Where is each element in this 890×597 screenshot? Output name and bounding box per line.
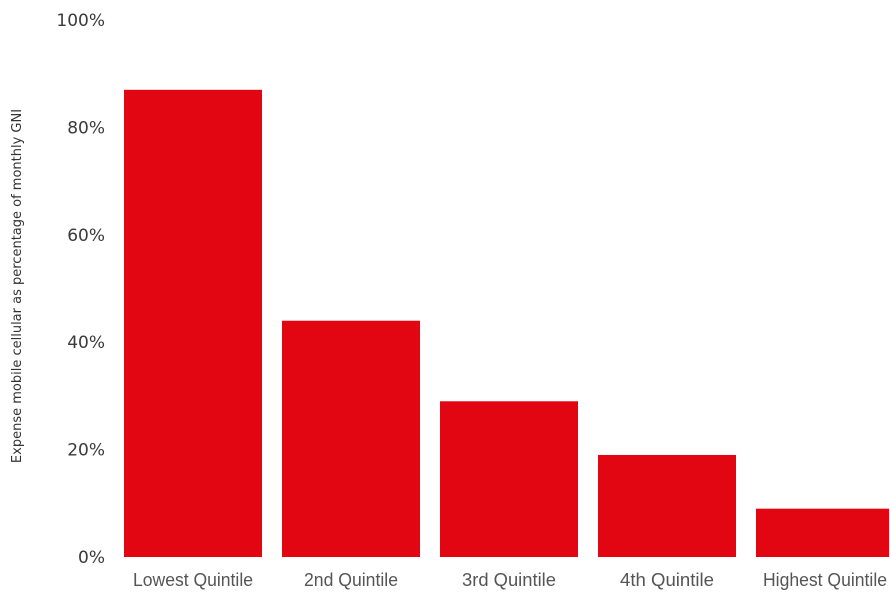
bars — [124, 89, 889, 557]
y-tick-label: 40% — [67, 333, 105, 353]
y-tick-label: 60% — [67, 226, 105, 246]
bar-4th-quintile — [598, 454, 736, 557]
bar-3rd-quintile — [440, 401, 578, 557]
y-axis-label: Expense mobile cellular as percentage of… — [10, 109, 25, 463]
y-tick-label: 0% — [78, 548, 105, 568]
bar-highest-quintile — [756, 508, 889, 557]
y-tick-label: 100% — [56, 11, 105, 31]
bar-2nd-quintile — [282, 320, 420, 557]
y-tick-label: 80% — [67, 118, 105, 138]
bar-lowest-quintile — [124, 89, 262, 557]
x-tick-label: 3rd Quintile — [462, 570, 556, 590]
x-tick-label: Highest Quintile — [763, 570, 887, 590]
x-tick-label: 2nd Quintile — [304, 570, 398, 590]
x-tick-label: 4th Quintile — [620, 570, 714, 590]
y-tick-label: 20% — [67, 441, 105, 461]
x-tick-label: Lowest Quintile — [133, 570, 253, 590]
y-tick-labels: 0% 20% 40% 60% 80% 100% — [56, 11, 105, 568]
x-tick-labels: Lowest Quintile 2nd Quintile 3rd Quintile 4… — [133, 570, 887, 590]
